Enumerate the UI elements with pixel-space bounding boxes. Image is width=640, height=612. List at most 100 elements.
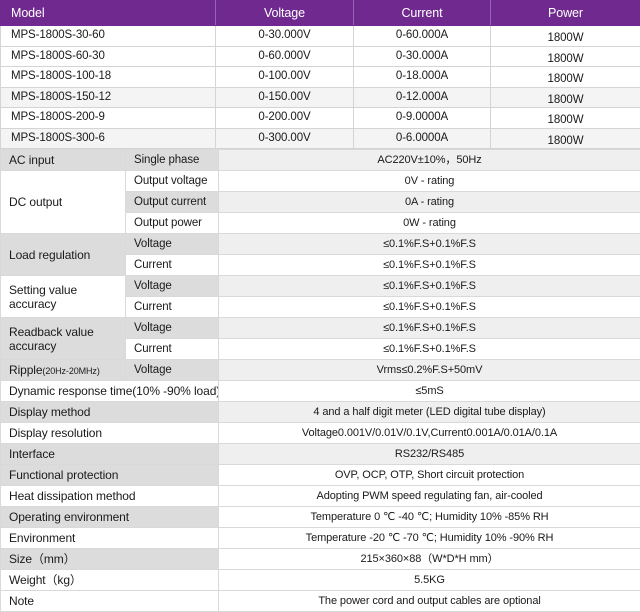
- spec-sub-output-power: Output power: [126, 213, 219, 234]
- spec-value-setting-current: ≤0.1%F.S+0.1%F.S: [219, 297, 640, 318]
- spec-row-size: Size（mm） 215×360×88（W*D*H mm）: [1, 549, 640, 570]
- cell-current: 0-6.0000A: [354, 128, 491, 149]
- spec-sub-output-voltage: Output voltage: [126, 171, 219, 192]
- spec-sub-load-reg-current: Current: [126, 255, 219, 276]
- cell-voltage: 0-60.000V: [216, 46, 354, 67]
- spec-value-output-voltage: 0V - rating: [219, 171, 640, 192]
- cell-voltage: 0-30.000V: [216, 26, 354, 47]
- spec-row-dynamic-response-time: Dynamic response time(10% -90% load) ≤5m…: [1, 381, 640, 402]
- spec-label-ac-input: AC input: [1, 150, 126, 171]
- spec-label-operating-environment: Operating environment: [1, 507, 219, 528]
- spec-row-display-method: Display method 4 and a half digit meter …: [1, 402, 640, 423]
- cell-voltage: 0-200.00V: [216, 108, 354, 129]
- spec-label-environment: Environment: [1, 528, 219, 549]
- table-row: MPS-1800S-60-30 0-60.000V 0-30.000A 1800…: [1, 46, 640, 67]
- spec-row-environment: Environment Temperature -20 ℃ -70 ℃; Hum…: [1, 528, 640, 549]
- model-table: Model Voltage Current Power MPS-1800S-30…: [0, 0, 640, 149]
- spec-value-size: 215×360×88（W*D*H mm）: [219, 549, 640, 570]
- spec-row-dc-output-voltage: DC output Output voltage 0V - rating: [1, 171, 640, 192]
- spec-label-size: Size（mm）: [1, 549, 219, 570]
- table-row: MPS-1800S-100-18 0-100.00V 0-18.000A 180…: [1, 67, 640, 88]
- spec-value-ac-input: AC220V±10%，50Hz: [219, 150, 640, 171]
- spec-label-display-resolution: Display resolution: [1, 423, 219, 444]
- spec-row-functional-protection: Functional protection OVP, OCP, OTP, Sho…: [1, 465, 640, 486]
- spec-value-operating-environment: Temperature 0 ℃ -40 ℃; Humidity 10% -85%…: [219, 507, 640, 528]
- spec-label-functional-protection: Functional protection: [1, 465, 219, 486]
- cell-power: 1800W: [491, 128, 640, 149]
- setting-accuracy-line2: accuracy: [9, 297, 56, 311]
- cell-power: 1800W: [491, 46, 640, 67]
- cell-current: 0-9.0000A: [354, 108, 491, 129]
- model-table-header-row: Model Voltage Current Power: [1, 1, 640, 26]
- spec-value-heat-dissipation-method: Adopting PWM speed regulating fan, air-c…: [219, 486, 640, 507]
- spec-sub-single-phase: Single phase: [126, 150, 219, 171]
- spec-value-display-method: 4 and a half digit meter (LED digital tu…: [219, 402, 640, 423]
- cell-current: 0-12.000A: [354, 87, 491, 108]
- spec-row-weight: Weight（kg） 5.5KG: [1, 570, 640, 591]
- spec-value-interface: RS232/RS485: [219, 444, 640, 465]
- specification-table: AC input Single phase AC220V±10%，50Hz DC…: [0, 149, 640, 612]
- cell-voltage: 0-100.00V: [216, 67, 354, 88]
- spec-value-load-reg-voltage: ≤0.1%F.S+0.1%F.S: [219, 234, 640, 255]
- readback-accuracy-line1: Readback value: [9, 325, 94, 339]
- spec-label-weight: Weight（kg）: [1, 570, 219, 591]
- spec-label-load-regulation: Load regulation: [1, 234, 126, 276]
- cell-voltage: 0-150.00V: [216, 87, 354, 108]
- spec-label-dynamic-response-time: Dynamic response time(10% -90% load): [1, 381, 219, 402]
- column-header-voltage: Voltage: [216, 1, 354, 26]
- table-row: MPS-1800S-300-6 0-300.00V 0-6.0000A 1800…: [1, 128, 640, 149]
- cell-power: 1800W: [491, 26, 640, 47]
- ripple-label-note: (20Hz-20MHz): [42, 366, 99, 376]
- spec-label-ripple: Ripple(20Hz-20MHz): [1, 360, 126, 381]
- spec-value-load-reg-current: ≤0.1%F.S+0.1%F.S: [219, 255, 640, 276]
- spec-value-output-current: 0A - rating: [219, 192, 640, 213]
- spec-row-operating-environment: Operating environment Temperature 0 ℃ -4…: [1, 507, 640, 528]
- cell-power: 1800W: [491, 87, 640, 108]
- cell-power: 1800W: [491, 108, 640, 129]
- spec-sub-readback-current: Current: [126, 339, 219, 360]
- spec-value-display-resolution: Voltage0.001V/0.01V/0.1V,Current0.001A/0…: [219, 423, 640, 444]
- spec-row-load-regulation-voltage: Load regulation Voltage ≤0.1%F.S+0.1%F.S: [1, 234, 640, 255]
- spec-value-environment: Temperature -20 ℃ -70 ℃; Humidity 10% -9…: [219, 528, 640, 549]
- spec-label-dc-output: DC output: [1, 171, 126, 234]
- table-row: MPS-1800S-30-60 0-30.000V 0-60.000A 1800…: [1, 26, 640, 47]
- spec-row-interface: Interface RS232/RS485: [1, 444, 640, 465]
- spec-value-dynamic-response-time: ≤5mS: [219, 381, 640, 402]
- spec-sub-ripple-voltage: Voltage: [126, 360, 219, 381]
- spec-value-output-power: 0W - rating: [219, 213, 640, 234]
- cell-current: 0-30.000A: [354, 46, 491, 67]
- spec-value-ripple: Vrms≤0.2%F.S+50mV: [219, 360, 640, 381]
- spec-value-readback-current: ≤0.1%F.S+0.1%F.S: [219, 339, 640, 360]
- spec-value-weight: 5.5KG: [219, 570, 640, 591]
- spec-label-display-method: Display method: [1, 402, 219, 423]
- spec-value-setting-voltage: ≤0.1%F.S+0.1%F.S: [219, 276, 640, 297]
- spec-row-display-resolution: Display resolution Voltage0.001V/0.01V/0…: [1, 423, 640, 444]
- cell-model: MPS-1800S-300-6: [1, 128, 216, 149]
- cell-model: MPS-1800S-150-12: [1, 87, 216, 108]
- spec-label-heat-dissipation-method: Heat dissipation method: [1, 486, 219, 507]
- readback-accuracy-line2: accuracy: [9, 339, 56, 353]
- spec-label-interface: Interface: [1, 444, 219, 465]
- spec-value-readback-voltage: ≤0.1%F.S+0.1%F.S: [219, 318, 640, 339]
- ripple-label-main: Ripple: [9, 363, 42, 377]
- spec-sub-load-reg-voltage: Voltage: [126, 234, 219, 255]
- cell-voltage: 0-300.00V: [216, 128, 354, 149]
- cell-current: 0-18.000A: [354, 67, 491, 88]
- spec-sub-output-current: Output current: [126, 192, 219, 213]
- spec-row-heat-dissipation-method: Heat dissipation method Adopting PWM spe…: [1, 486, 640, 507]
- cell-model: MPS-1800S-100-18: [1, 67, 216, 88]
- setting-accuracy-line1: Setting value: [9, 283, 77, 297]
- cell-power: 1800W: [491, 67, 640, 88]
- spec-sub-setting-current: Current: [126, 297, 219, 318]
- cell-model: MPS-1800S-60-30: [1, 46, 216, 67]
- column-header-current: Current: [354, 1, 491, 26]
- spec-row-ac-input: AC input Single phase AC220V±10%，50Hz: [1, 150, 640, 171]
- spec-sub-readback-voltage: Voltage: [126, 318, 219, 339]
- spec-sub-setting-voltage: Voltage: [126, 276, 219, 297]
- table-row: MPS-1800S-200-9 0-200.00V 0-9.0000A 1800…: [1, 108, 640, 129]
- table-row: MPS-1800S-150-12 0-150.00V 0-12.000A 180…: [1, 87, 640, 108]
